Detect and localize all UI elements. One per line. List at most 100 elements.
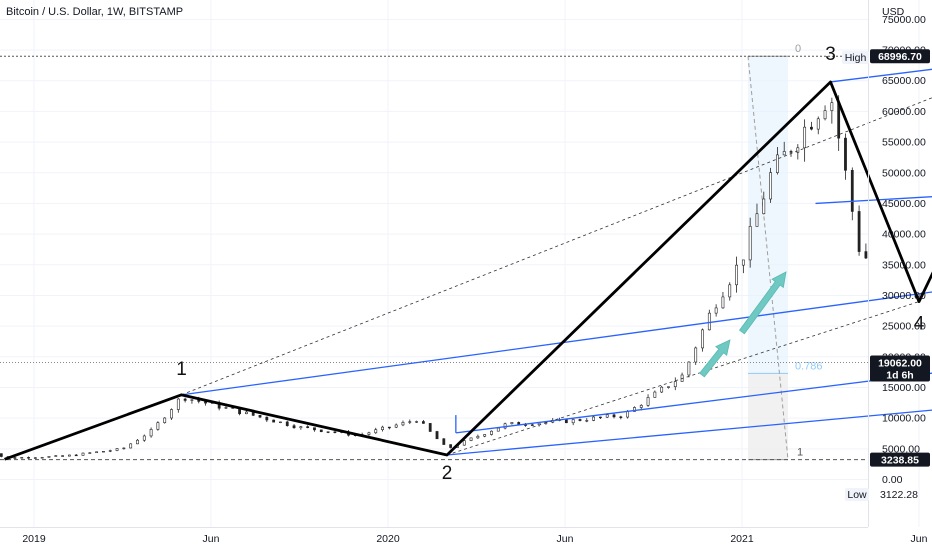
candle-body	[27, 457, 30, 459]
candle-body	[156, 422, 160, 430]
time-axis[interactable]: 2019Jun2020Jun2021Jun2022Jun2023Jun	[0, 527, 932, 546]
candle-body	[95, 451, 99, 454]
candle-body	[496, 427, 500, 432]
candle-body	[476, 435, 480, 439]
candle-body	[170, 409, 173, 419]
drawing-layer[interactable]	[0, 55, 932, 461]
time-axis-tick: 2019	[22, 533, 46, 545]
candle-body	[381, 426, 384, 430]
price-axis-tick: 5000.00	[882, 443, 920, 455]
candle-body	[578, 419, 582, 421]
time-axis-tick: 2020	[376, 533, 400, 545]
candle-body	[728, 284, 732, 298]
fib-zone-upper	[748, 56, 788, 374]
candle-body	[864, 251, 868, 259]
wave-label-2: 2	[442, 463, 453, 484]
candle-body	[503, 423, 507, 429]
candle-body	[462, 440, 466, 446]
candle-body	[415, 421, 418, 423]
candle-body	[510, 422, 514, 425]
candle-body	[47, 456, 51, 458]
price-axis-tick: 50000.00	[882, 167, 926, 179]
candle-body	[612, 414, 616, 418]
price-axis-tick: 40000.00	[882, 229, 926, 241]
price-axis-tick: 0.00	[882, 474, 903, 486]
fib-low-price-tag: 3238.85	[870, 452, 930, 467]
high-label-bg	[842, 51, 869, 64]
candle-body	[68, 454, 71, 457]
channel-line	[446, 409, 932, 456]
projection-arrow-small	[699, 339, 731, 378]
candle-body	[667, 386, 670, 388]
price-axis-tick: 60000.00	[882, 106, 926, 118]
high-label: High	[845, 52, 867, 64]
price-axis[interactable]: 75000.0070000.0065000.0060000.0055000.00…	[868, 0, 926, 527]
fib-low-price-tag-bg	[870, 452, 930, 467]
candle-body	[735, 264, 738, 286]
candle-body	[789, 151, 793, 153]
high-price-tag: 68996.70	[870, 49, 930, 64]
candle-body	[292, 425, 296, 429]
candle-body	[442, 438, 446, 445]
candle-body	[585, 420, 589, 422]
candle-body	[285, 421, 289, 426]
candle-body	[20, 457, 24, 459]
candle-body	[142, 435, 146, 441]
projection-arrow-large	[739, 271, 787, 335]
candle-body	[81, 452, 85, 456]
candle-body	[823, 110, 827, 120]
candle-body	[54, 455, 58, 457]
fib-zone-lower	[748, 373, 788, 460]
wave-label-3: 3	[825, 44, 836, 65]
price-axis-tick: 35000.00	[882, 259, 926, 271]
candle-body	[816, 118, 820, 130]
candle-body	[639, 405, 643, 408]
candle-body	[810, 126, 813, 130]
candle-body	[245, 411, 248, 415]
current-price-tag-text: 1d 6h	[886, 370, 913, 382]
candle-body	[762, 198, 766, 215]
candle-body	[367, 432, 371, 435]
candle-body	[115, 448, 119, 451]
candle-body	[796, 147, 800, 153]
fib-level-label: 1	[797, 447, 803, 459]
candle-body	[782, 151, 786, 156]
price-axis-tick: 30000.00	[882, 290, 926, 302]
candle-body	[102, 451, 105, 453]
price-axis-tick: 15000.00	[882, 382, 926, 394]
channel-line	[181, 291, 932, 396]
candle-body	[694, 347, 698, 363]
candle-body	[183, 398, 187, 401]
candle-body	[530, 424, 534, 426]
price-axis-tick: 65000.00	[882, 75, 926, 87]
candle-body	[13, 457, 17, 459]
candle-body	[163, 417, 167, 424]
candlestick-series	[0, 95, 868, 459]
candle-body	[122, 447, 126, 450]
price-axis-tick: 55000.00	[882, 137, 926, 149]
wave-label-1: 1	[176, 359, 187, 380]
wave-labels: 12345WXY	[176, 44, 925, 484]
candle-body	[721, 296, 725, 309]
candle-body	[88, 452, 92, 454]
candle-body	[605, 414, 609, 418]
price-axis-tick: 10000.00	[882, 413, 926, 425]
price-axis-tick: 75000.00	[882, 14, 926, 26]
low-label: Low	[847, 489, 867, 501]
low-tag: Low 3122.28	[845, 488, 918, 501]
candle-body	[687, 361, 691, 376]
candle-body	[421, 421, 425, 424]
candle-body	[564, 419, 568, 424]
arrow-shape	[739, 271, 787, 335]
candle-body	[408, 421, 412, 423]
candle-body	[714, 307, 718, 314]
dashed-trend-line	[446, 301, 920, 456]
high-price-tag-text: 68996.70	[878, 51, 922, 63]
time-axis-tick: Jun	[203, 533, 220, 545]
fib-low-price-tag-text: 3238.85	[881, 455, 919, 467]
candle-body	[844, 137, 847, 171]
fibonacci-retracement[interactable]: 0 0.786 1	[747, 43, 823, 461]
fib-level-label: 0.786	[795, 360, 823, 372]
time-axis-tick: Jun	[557, 533, 574, 545]
